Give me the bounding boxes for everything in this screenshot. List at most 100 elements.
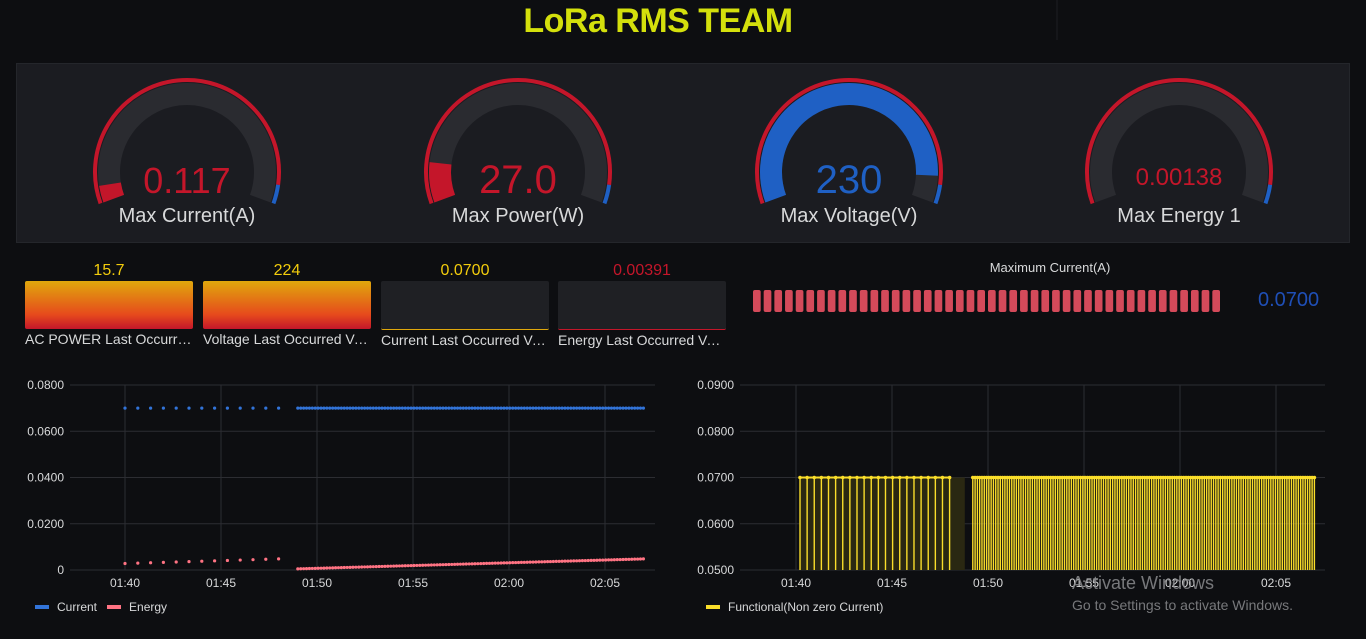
data-point-current: [566, 406, 570, 410]
data-point-current: [149, 406, 153, 410]
data-point-current: [543, 406, 547, 410]
data-point-energy: [331, 566, 335, 570]
data-point-energy: [479, 561, 483, 566]
data-point-energy: [598, 558, 602, 562]
stat-label: Voltage Last Occurred Value: [203, 331, 371, 347]
stat-ac-power[interactable]: 15.7 AC POWER Last Occurred Value: [25, 262, 193, 347]
functional-point: [876, 475, 881, 480]
functional-point: [883, 475, 888, 480]
functional-point: [840, 475, 845, 480]
stat-current[interactable]: 0.0700 Current Last Occurred Value: [381, 262, 549, 348]
data-point-energy: [362, 565, 367, 569]
gauge-max-power[interactable]: 27.0 Max Power(W): [368, 64, 668, 242]
data-point-energy: [441, 563, 445, 567]
functional-point: [848, 475, 852, 480]
legend-item-functional[interactable]: Functional(Non zero Current): [706, 600, 883, 614]
data-point-energy: [304, 566, 309, 571]
stat-energy[interactable]: 0.00391 Energy Last Occurred Value: [558, 262, 726, 348]
data-point-energy: [357, 565, 361, 569]
data-point-energy: [394, 564, 399, 568]
data-point-energy: [534, 560, 538, 564]
data-point-current: [342, 406, 346, 410]
data-point-current: [461, 406, 465, 410]
data-point-energy: [380, 564, 384, 569]
data-point-energy: [548, 559, 553, 564]
legend-label: Energy: [129, 600, 168, 614]
data-point-current: [458, 406, 463, 410]
stat-voltage[interactable]: 224 Voltage Last Occurred Value: [203, 262, 371, 347]
bargauge-cell: [1126, 290, 1135, 312]
bargauge-cell: [838, 290, 847, 312]
functional-point: [912, 475, 916, 480]
data-point-current: [516, 406, 521, 410]
gauge-max-current[interactable]: 0.117 Max Current(A): [37, 64, 337, 242]
legend-item-current[interactable]: Current: [35, 600, 97, 614]
data-point-current: [123, 406, 127, 410]
data-point-current: [519, 406, 524, 410]
data-point-energy: [423, 563, 428, 567]
data-point-current: [403, 406, 407, 410]
data-point-current: [225, 406, 229, 410]
data-point-energy: [601, 558, 605, 562]
data-point-current: [464, 406, 468, 410]
data-point-energy: [365, 565, 370, 569]
functional-point: [947, 475, 952, 480]
gauge-threshold-red: [1085, 78, 1273, 205]
bargauge-cell: [1137, 290, 1146, 312]
data-point-energy: [325, 566, 329, 570]
gauge-value: 0.117: [143, 160, 231, 201]
y-tick-label: 0.0500: [697, 563, 734, 577]
data-point-current: [569, 406, 573, 410]
data-point-energy: [397, 564, 402, 568]
bargauge-cell: [1201, 290, 1210, 312]
data-point-current: [438, 406, 442, 410]
data-point-current: [386, 406, 390, 410]
data-point-energy: [426, 563, 431, 567]
bargauge-cell: [1180, 290, 1188, 312]
gauge-threshold-red: [755, 78, 943, 205]
bargauge-cells[interactable]: [752, 290, 1222, 312]
functional-point: [919, 475, 923, 480]
x-tick-label: 01:40: [781, 576, 811, 590]
data-point-current: [453, 406, 457, 410]
bargauge-cell: [966, 290, 975, 312]
data-point-current: [467, 406, 471, 410]
data-point-current: [545, 406, 550, 410]
gauge-max-voltage[interactable]: 230 Max Voltage(V): [699, 64, 999, 242]
data-point-current: [630, 406, 634, 410]
activate-windows-title: Activate Windows: [1072, 573, 1215, 593]
functional-chart[interactable]: 0.0900 0.0800 0.0700 0.0600 0.0500 01:40 01:45…: [670, 372, 1350, 594]
legend-item-energy[interactable]: Energy: [107, 600, 167, 614]
current-energy-chart[interactable]: 0.0800 0.0600 0.0400 0.0200 0 01:40 01:45 01:50…: [0, 372, 670, 594]
gauge-threshold-blue: [1263, 184, 1273, 205]
y-tick-label: 0: [57, 563, 64, 577]
bargauge-cell: [753, 290, 761, 312]
data-point-current: [447, 406, 451, 410]
gauge-arc: [424, 78, 612, 205]
data-point-current: [418, 406, 422, 410]
y-tick-label: 0.0600: [697, 517, 734, 531]
data-point-energy: [400, 564, 404, 568]
bargauge-cell: [1030, 290, 1039, 312]
data-point-current: [580, 406, 585, 410]
data-point-energy: [447, 562, 451, 567]
data-point-current: [213, 406, 217, 410]
gauge-track: [1090, 83, 1268, 203]
data-point-energy: [606, 558, 611, 562]
data-point-current: [348, 406, 352, 410]
bargauge-cell: [934, 290, 943, 312]
data-point-energy: [464, 562, 468, 566]
data-point-energy: [502, 561, 506, 565]
data-point-energy: [592, 558, 596, 562]
x-tick-label: 02:00: [494, 576, 524, 590]
functional-point: [890, 475, 895, 480]
data-point-current: [633, 406, 637, 410]
gauge-track: [429, 83, 607, 203]
data-point-energy: [438, 563, 442, 567]
data-point-current: [322, 406, 326, 410]
stat-label: AC POWER Last Occurred Value: [25, 331, 193, 347]
data-point-energy: [348, 565, 352, 569]
bargauge-cell: [785, 290, 793, 312]
bargauge-cell: [1169, 290, 1178, 312]
gauge-max-energy[interactable]: 0.00138 Max Energy 1: [1029, 64, 1329, 242]
